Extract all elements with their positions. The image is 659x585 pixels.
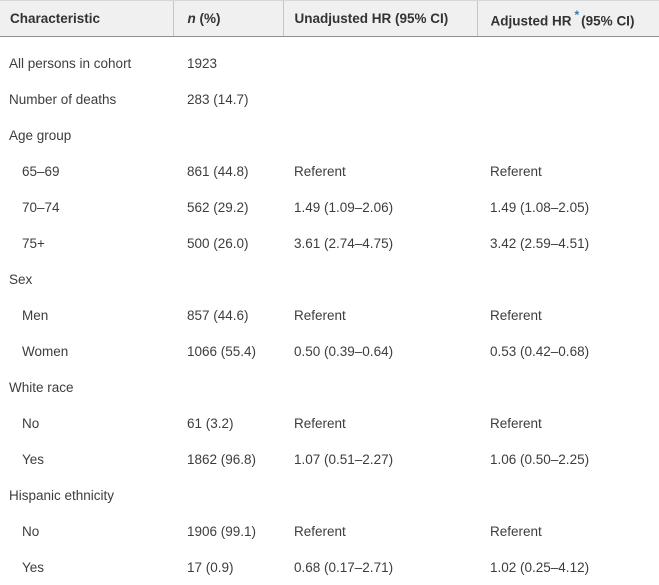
cell-unadjusted-hr: Referent	[283, 297, 477, 333]
table-row: Number of deaths 283 (14.7)	[0, 81, 659, 117]
cell-n-percent: 1066 (55.4)	[173, 333, 283, 369]
cell-n-percent: 562 (29.2)	[173, 189, 283, 225]
cell-characteristic: Yes	[0, 549, 173, 585]
cell-unadjusted-hr	[283, 369, 477, 405]
cell-n-percent: 17 (0.9)	[173, 549, 283, 585]
col-header-adjusted-hr: Adjusted HR*(95% CI)	[477, 1, 659, 37]
col-header-n-italic: n	[188, 11, 196, 26]
table-row: No 1906 (99.1) Referent Referent	[0, 513, 659, 549]
table-row: Age group	[0, 117, 659, 153]
cell-n-percent	[173, 117, 283, 153]
cell-n-percent	[173, 477, 283, 513]
col-header-unadjusted-hr: Unadjusted HR (95% CI)	[283, 1, 477, 37]
cell-adjusted-hr: Referent	[477, 405, 659, 441]
cell-adjusted-hr: 0.53 (0.42–0.68)	[477, 333, 659, 369]
col-header-unadjusted-hr-label: Unadjusted HR (95% CI)	[295, 11, 449, 26]
cell-characteristic: 70–74	[0, 189, 173, 225]
col-header-n-percent: n (%)	[173, 1, 283, 37]
cell-characteristic: Number of deaths	[0, 81, 173, 117]
cell-adjusted-hr: Referent	[477, 153, 659, 189]
table-header-row: Characteristic n (%) Unadjusted HR (95% …	[0, 1, 659, 37]
cell-n-percent	[173, 261, 283, 297]
table-row: No 61 (3.2) Referent Referent	[0, 405, 659, 441]
cell-characteristic: White race	[0, 369, 173, 405]
footnote-marker: *	[575, 8, 580, 22]
cell-adjusted-hr	[477, 477, 659, 513]
cell-n-percent: 500 (26.0)	[173, 225, 283, 261]
cell-adjusted-hr: Referent	[477, 297, 659, 333]
cell-unadjusted-hr: 0.50 (0.39–0.64)	[283, 333, 477, 369]
cell-unadjusted-hr	[283, 81, 477, 117]
cell-adjusted-hr: 3.42 (2.59–4.51)	[477, 225, 659, 261]
col-header-adjusted-hr-label: Adjusted HR	[491, 13, 572, 28]
cell-n-percent	[173, 369, 283, 405]
cell-unadjusted-hr: Referent	[283, 405, 477, 441]
cell-characteristic: 65–69	[0, 153, 173, 189]
col-header-n-rest: (%)	[196, 11, 221, 26]
cell-characteristic: Men	[0, 297, 173, 333]
cell-n-percent: 1923	[173, 37, 283, 82]
table-row: Men 857 (44.6) Referent Referent	[0, 297, 659, 333]
table-row: 65–69 861 (44.8) Referent Referent	[0, 153, 659, 189]
table-body: All persons in cohort 1923 Number of dea…	[0, 37, 659, 585]
table-row: Sex	[0, 261, 659, 297]
cell-unadjusted-hr	[283, 261, 477, 297]
footnote-asterisk-link[interactable]: *	[575, 8, 580, 22]
cell-unadjusted-hr: Referent	[283, 153, 477, 189]
table-row: White race	[0, 369, 659, 405]
table-row: Yes 1862 (96.8) 1.07 (0.51–2.27) 1.06 (0…	[0, 441, 659, 477]
cell-adjusted-hr: 1.49 (1.08–2.05)	[477, 189, 659, 225]
table-row: Women 1066 (55.4) 0.50 (0.39–0.64) 0.53 …	[0, 333, 659, 369]
cell-characteristic: All persons in cohort	[0, 37, 173, 82]
cell-characteristic: Age group	[0, 117, 173, 153]
cell-unadjusted-hr: Referent	[283, 513, 477, 549]
cell-unadjusted-hr	[283, 117, 477, 153]
cell-unadjusted-hr: 0.68 (0.17–2.71)	[283, 549, 477, 585]
table-row: All persons in cohort 1923	[0, 37, 659, 82]
cell-adjusted-hr: 1.02 (0.25–4.12)	[477, 549, 659, 585]
cell-characteristic: 75+	[0, 225, 173, 261]
cell-unadjusted-hr	[283, 37, 477, 82]
cell-adjusted-hr	[477, 261, 659, 297]
cell-unadjusted-hr	[283, 477, 477, 513]
cell-adjusted-hr	[477, 81, 659, 117]
cell-n-percent: 1906 (99.1)	[173, 513, 283, 549]
col-header-adjusted-hr-ci: (95% CI)	[581, 13, 634, 28]
cell-unadjusted-hr: 1.49 (1.09–2.06)	[283, 189, 477, 225]
col-header-characteristic: Characteristic	[0, 1, 173, 37]
cell-characteristic: No	[0, 513, 173, 549]
cell-adjusted-hr: 1.06 (0.50–2.25)	[477, 441, 659, 477]
cell-n-percent: 61 (3.2)	[173, 405, 283, 441]
col-header-characteristic-label: Characteristic	[10, 11, 100, 26]
cell-characteristic: Sex	[0, 261, 173, 297]
table-row: 70–74 562 (29.2) 1.49 (1.09–2.06) 1.49 (…	[0, 189, 659, 225]
cell-characteristic: Hispanic ethnicity	[0, 477, 173, 513]
table-row: Yes 17 (0.9) 0.68 (0.17–2.71) 1.02 (0.25…	[0, 549, 659, 585]
cell-n-percent: 857 (44.6)	[173, 297, 283, 333]
cell-adjusted-hr: Referent	[477, 513, 659, 549]
cell-unadjusted-hr: 1.07 (0.51–2.27)	[283, 441, 477, 477]
cell-characteristic: No	[0, 405, 173, 441]
cell-adjusted-hr	[477, 117, 659, 153]
cell-unadjusted-hr: 3.61 (2.74–4.75)	[283, 225, 477, 261]
cell-adjusted-hr	[477, 369, 659, 405]
cell-characteristic: Women	[0, 333, 173, 369]
cell-adjusted-hr	[477, 37, 659, 82]
table-row: Hispanic ethnicity	[0, 477, 659, 513]
cell-n-percent: 283 (14.7)	[173, 81, 283, 117]
cell-characteristic: Yes	[0, 441, 173, 477]
cell-n-percent: 861 (44.8)	[173, 153, 283, 189]
table-row: 75+ 500 (26.0) 3.61 (2.74–4.75) 3.42 (2.…	[0, 225, 659, 261]
cell-n-percent: 1862 (96.8)	[173, 441, 283, 477]
